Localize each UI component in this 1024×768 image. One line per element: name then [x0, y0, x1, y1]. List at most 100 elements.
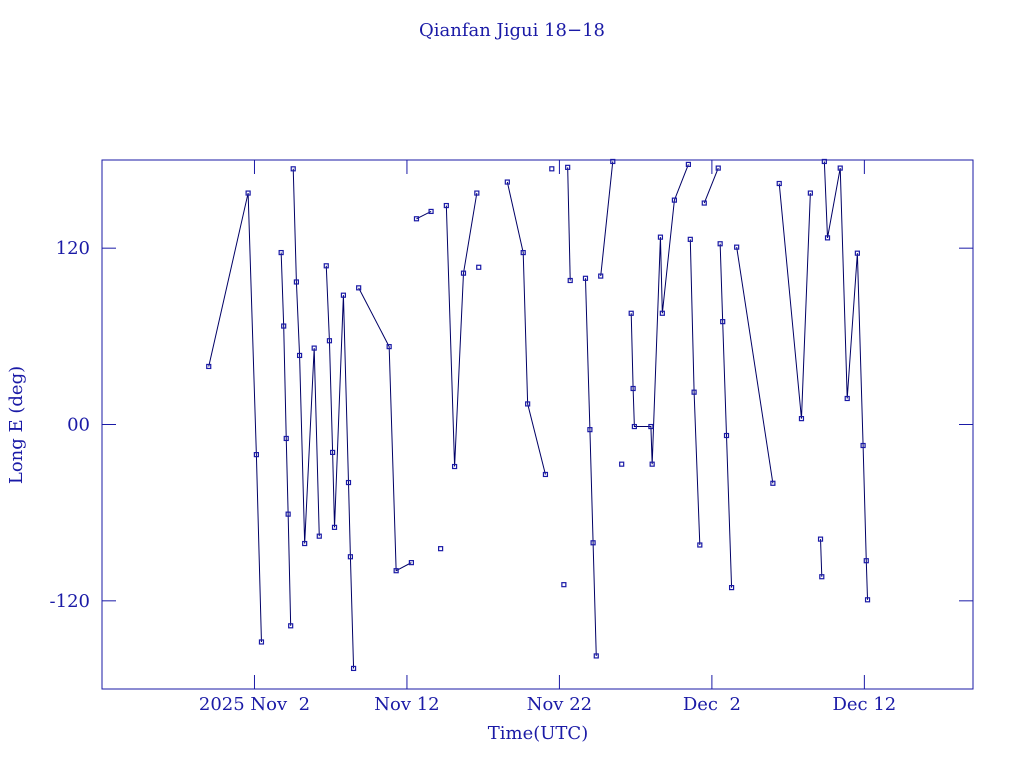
data-point — [717, 241, 723, 247]
data-point — [356, 285, 362, 291]
data-point — [567, 277, 573, 284]
data-point — [587, 427, 593, 433]
x-tick-label: Nov 12 — [374, 694, 439, 715]
data-point — [283, 435, 289, 442]
data-line — [630, 164, 689, 465]
data-line — [689, 239, 701, 546]
data-point — [428, 208, 434, 215]
data-point — [776, 180, 782, 187]
data-line — [292, 168, 320, 544]
data-point — [408, 560, 414, 566]
y-tick-label: 120 — [56, 238, 90, 259]
data-point — [347, 554, 354, 560]
data-point — [864, 597, 871, 603]
data-point — [863, 558, 869, 564]
data-point — [258, 639, 265, 645]
data-line — [719, 243, 733, 588]
data-point — [824, 235, 831, 241]
data-point — [451, 463, 458, 470]
data-line — [703, 167, 719, 204]
data-point — [525, 401, 531, 407]
data-point — [837, 165, 843, 171]
data-line — [325, 265, 355, 669]
data-point — [817, 536, 824, 542]
x-tick-label: Dec 12 — [832, 694, 896, 715]
data-point — [687, 236, 693, 242]
data-point — [293, 279, 300, 285]
data-line — [778, 183, 811, 419]
data-point — [311, 345, 317, 351]
data-point — [659, 310, 665, 316]
data-point — [671, 197, 678, 203]
data-point — [561, 582, 567, 588]
marker-layer — [206, 158, 871, 672]
data-point — [296, 352, 303, 359]
data-point — [549, 166, 555, 172]
data-point — [302, 540, 308, 547]
data-line — [584, 278, 597, 656]
data-point — [720, 319, 726, 325]
data-line — [358, 287, 412, 572]
data-point — [770, 480, 776, 486]
data-point — [438, 546, 444, 552]
data-point — [460, 270, 467, 276]
x-tick-label: 2025 Nov 2 — [199, 694, 310, 715]
data-point — [345, 479, 352, 486]
data-line — [506, 181, 546, 475]
data-point — [278, 249, 284, 256]
chart-title: Qianfan Jigui 18−18 — [419, 20, 605, 41]
data-point — [504, 179, 510, 185]
data-point — [316, 533, 322, 539]
data-line — [600, 161, 614, 277]
data-point — [413, 216, 420, 222]
data-point — [649, 461, 655, 467]
data-point — [723, 432, 730, 439]
y-tick-label: 00 — [67, 415, 90, 436]
data-line — [567, 167, 571, 281]
data-point — [628, 310, 634, 316]
x-axis-label: Time(UTC) — [488, 723, 588, 744]
data-point — [285, 511, 291, 517]
data-point — [819, 574, 825, 580]
data-point — [350, 665, 357, 672]
data-point — [685, 161, 691, 168]
data-point — [657, 234, 664, 240]
data-point — [582, 275, 589, 281]
data-point — [323, 263, 329, 269]
data-point — [728, 585, 735, 591]
data-line — [820, 539, 823, 577]
data-point — [860, 442, 866, 449]
data-point — [697, 542, 703, 548]
data-point — [245, 190, 251, 196]
data-line — [208, 192, 262, 642]
data-point — [691, 389, 697, 395]
data-point — [393, 568, 399, 574]
data-point — [821, 158, 827, 165]
data-line — [280, 252, 292, 626]
data-point — [610, 158, 616, 165]
data-point — [701, 200, 707, 206]
x-tick-label: Nov 22 — [527, 694, 592, 715]
data-point — [542, 471, 549, 478]
data-point — [854, 250, 860, 256]
data-point — [798, 416, 805, 422]
data-point — [631, 423, 637, 430]
data-line — [736, 247, 774, 484]
data-point — [844, 395, 850, 402]
data-line — [823, 161, 869, 600]
data-point — [619, 461, 625, 467]
data-point — [476, 264, 482, 270]
data-point — [593, 653, 599, 659]
data-point — [443, 202, 449, 209]
data-point — [281, 323, 287, 329]
y-tick-label: -120 — [50, 591, 90, 612]
data-point — [326, 338, 333, 344]
data-point — [290, 166, 296, 172]
data-point — [630, 385, 636, 392]
data-point — [648, 423, 654, 430]
y-axis-label: Long E (deg) — [6, 366, 27, 484]
data-point — [520, 249, 526, 256]
data-point — [598, 273, 604, 279]
data-line — [445, 192, 478, 467]
